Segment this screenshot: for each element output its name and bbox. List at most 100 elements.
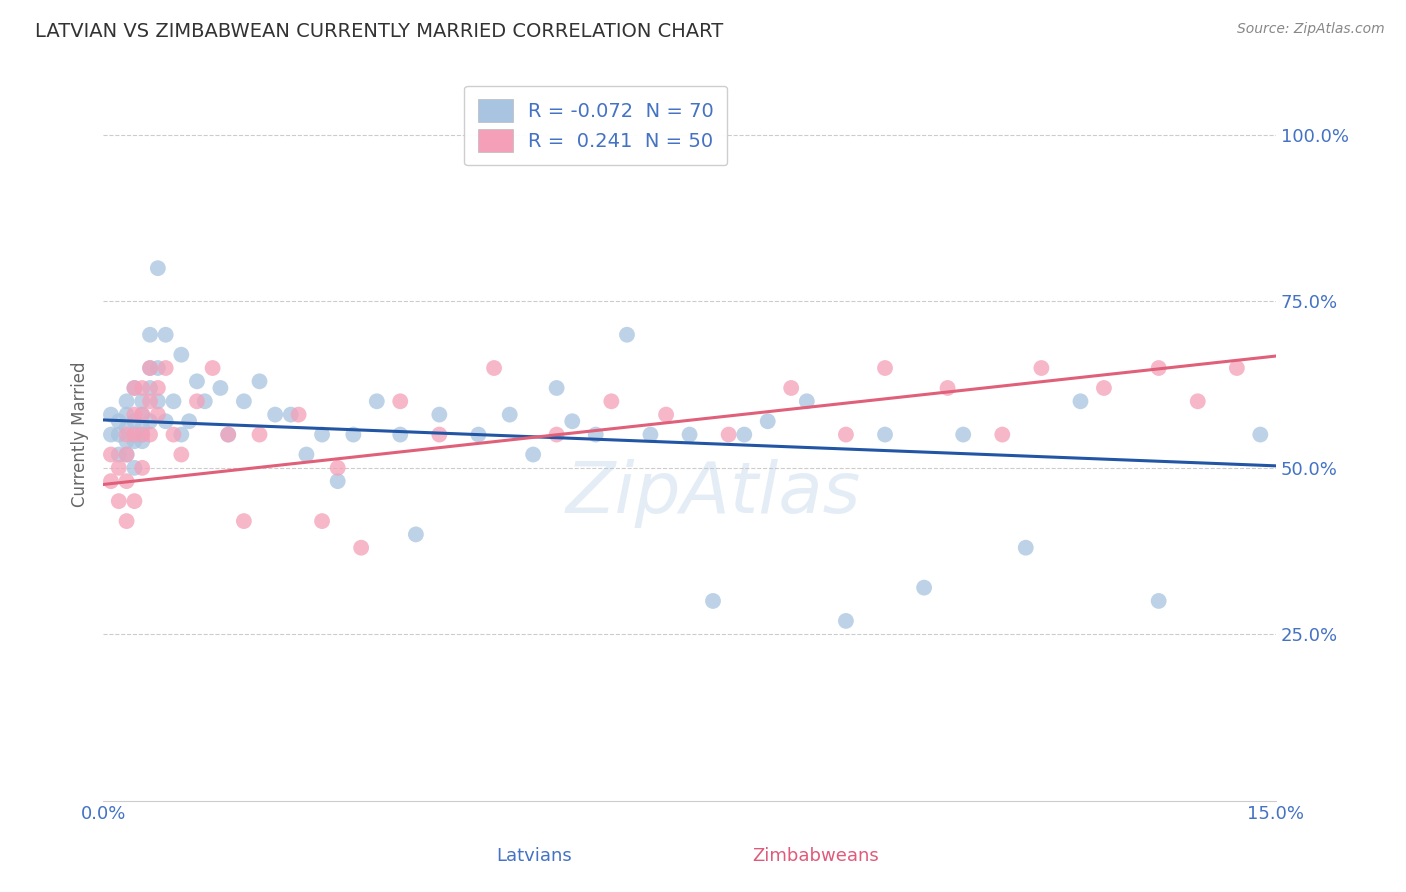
Point [295, 448, 318, 462]
Point [155, 327, 177, 342]
Point [107, 494, 129, 508]
Text: Source: ZipAtlas.com: Source: ZipAtlas.com [1237, 22, 1385, 37]
Point [280, 408, 302, 422]
Point [124, 427, 146, 442]
Point [162, 427, 184, 442]
Point [124, 494, 146, 508]
Point [209, 381, 232, 395]
Point [115, 474, 138, 488]
Point [326, 474, 349, 488]
Point [311, 427, 333, 442]
Point [522, 448, 544, 462]
Y-axis label: Currently Married: Currently Married [72, 362, 89, 508]
Point [873, 361, 896, 376]
Point [1226, 361, 1249, 376]
Point [427, 408, 450, 422]
Point [640, 427, 662, 442]
Point [139, 394, 162, 409]
Point [756, 414, 779, 428]
Point [912, 581, 935, 595]
Point [405, 527, 427, 541]
Point [546, 381, 568, 395]
Text: Zimbabweans: Zimbabweans [752, 847, 879, 865]
Point [678, 427, 700, 442]
Point [702, 594, 724, 608]
Point [107, 460, 129, 475]
Point [131, 434, 153, 449]
Point [146, 361, 169, 376]
Point [1249, 427, 1271, 442]
Point [115, 408, 138, 422]
Text: LATVIAN VS ZIMBABWEAN CURRENTLY MARRIED CORRELATION CHART: LATVIAN VS ZIMBABWEAN CURRENTLY MARRIED … [35, 22, 724, 41]
Point [139, 427, 162, 442]
Point [1147, 594, 1170, 608]
Point [780, 381, 803, 395]
Point [170, 448, 193, 462]
Point [179, 414, 201, 428]
Point [124, 381, 146, 395]
Point [1015, 541, 1038, 555]
Point [427, 427, 450, 442]
Point [600, 394, 623, 409]
Point [201, 361, 224, 376]
Point [1069, 394, 1091, 409]
Point [131, 460, 153, 475]
Point [991, 427, 1014, 442]
Point [1092, 381, 1115, 395]
Point [655, 408, 678, 422]
Point [115, 427, 138, 442]
Point [311, 514, 333, 528]
Text: Latvians: Latvians [496, 847, 572, 865]
Point [232, 394, 254, 409]
Point [585, 427, 607, 442]
Point [186, 374, 208, 388]
Point [124, 408, 146, 422]
Point [217, 427, 239, 442]
Point [124, 427, 146, 442]
Point [107, 448, 129, 462]
Point [131, 421, 153, 435]
Point [131, 427, 153, 442]
Point [115, 394, 138, 409]
Point [186, 394, 208, 409]
Point [115, 434, 138, 449]
Point [616, 327, 638, 342]
Point [124, 434, 146, 449]
Point [499, 408, 522, 422]
Point [162, 394, 184, 409]
Point [796, 394, 818, 409]
Point [115, 421, 138, 435]
Point [146, 261, 169, 276]
Point [249, 427, 271, 442]
Point [131, 408, 153, 422]
Point [733, 427, 755, 442]
Point [124, 414, 146, 428]
Legend: R = -0.072  N = 70, R =  0.241  N = 50: R = -0.072 N = 70, R = 0.241 N = 50 [464, 86, 727, 166]
Point [139, 414, 162, 428]
Point [835, 427, 858, 442]
Point [389, 394, 412, 409]
Point [139, 361, 162, 376]
Point [115, 448, 138, 462]
Point [326, 460, 349, 475]
Point [482, 361, 505, 376]
Point [139, 381, 162, 395]
Point [1187, 394, 1209, 409]
Point [100, 427, 122, 442]
Point [264, 408, 287, 422]
Point [1147, 361, 1170, 376]
Point [131, 381, 153, 395]
Point [146, 394, 169, 409]
Point [350, 541, 373, 555]
Point [139, 327, 162, 342]
Point [139, 361, 162, 376]
Point [217, 427, 239, 442]
Point [131, 427, 153, 442]
Point [561, 414, 583, 428]
Point [131, 408, 153, 422]
Point [936, 381, 959, 395]
Point [155, 361, 177, 376]
Point [124, 381, 146, 395]
Point [467, 427, 489, 442]
Point [249, 374, 271, 388]
